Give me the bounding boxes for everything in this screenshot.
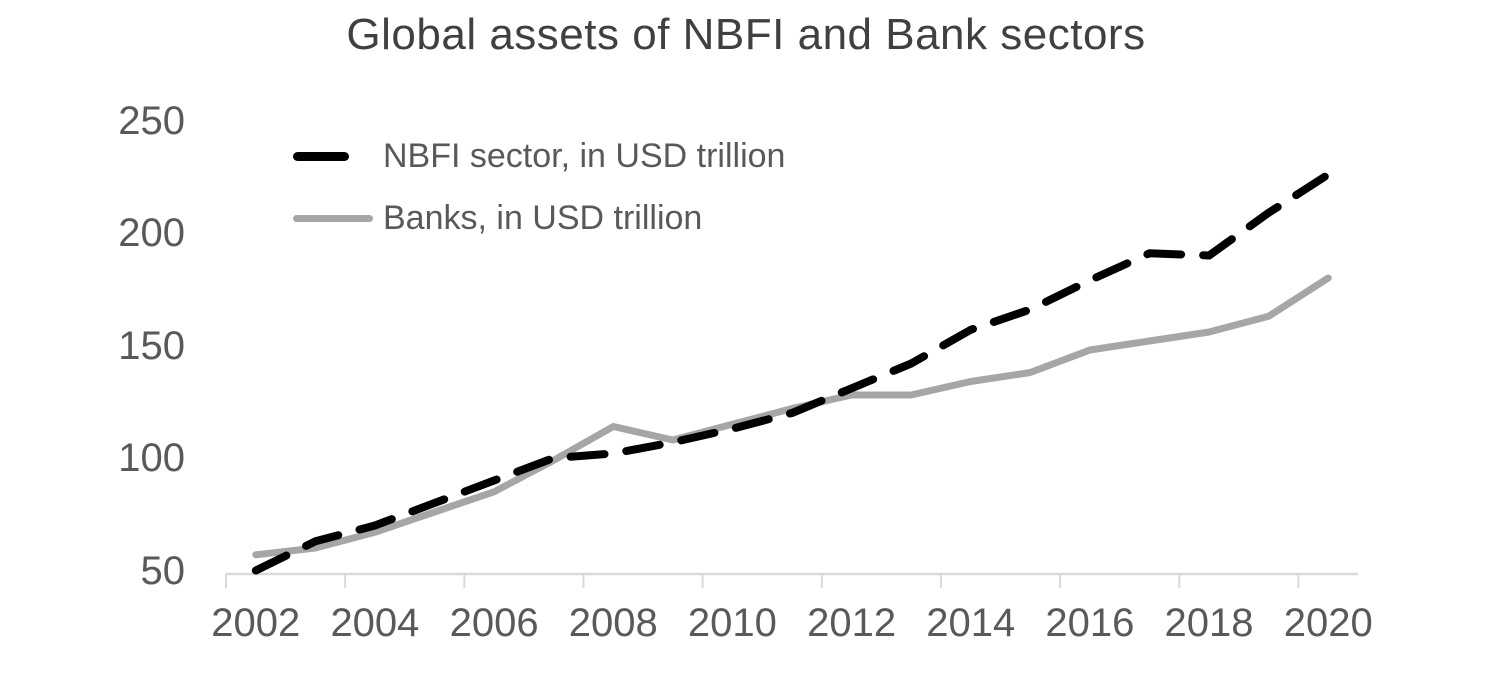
banks-series-line [252, 274, 1332, 559]
x-tick-label: 2020 [1283, 601, 1373, 645]
legend-label: NBFI sector, in USD trillion [383, 136, 786, 175]
x-tick-label: 2014 [926, 601, 1016, 645]
y-tick-label: 100 [118, 436, 185, 480]
legend: NBFI sector, in USD trillion Banks, in US… [293, 134, 785, 258]
x-tick-label: 2012 [807, 601, 897, 645]
banks-line-swatch [293, 214, 383, 222]
x-tick-label: 2010 [687, 601, 777, 645]
legend-label: Banks, in USD trillion [383, 198, 703, 237]
x-tick-label: 2004 [330, 601, 420, 645]
y-tick-label: 250 [118, 98, 185, 143]
chart-title: Global assets of NBFI and Bank sectors [346, 10, 1146, 59]
x-tick-label: 2002 [211, 601, 301, 645]
nbfi-dash-swatch [293, 151, 383, 161]
x-tick-label: 2008 [568, 601, 658, 645]
nbfi-series-line [251, 170, 1333, 575]
legend-swatch [293, 151, 349, 161]
legend-item: Banks, in USD trillion [293, 196, 785, 240]
x-tick-label: 2018 [1164, 601, 1254, 645]
x-tick-label: 2016 [1045, 601, 1135, 645]
legend-swatch [293, 214, 373, 222]
x-tick-label: 2006 [449, 601, 539, 645]
y-tick-label: 150 [118, 323, 185, 368]
legend-item: NBFI sector, in USD trillion [293, 134, 785, 178]
y-tick-label: 200 [118, 211, 185, 255]
y-tick-label: 50 [140, 548, 186, 593]
